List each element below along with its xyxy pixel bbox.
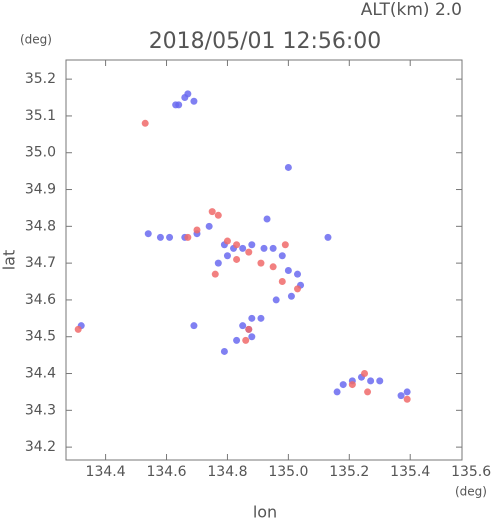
radar-echo [245, 325, 253, 333]
radar-echo [263, 215, 271, 223]
radar-echo [172, 101, 180, 109]
radar-echo [284, 266, 292, 274]
radar-echo [376, 377, 384, 385]
radar-echo [397, 392, 405, 400]
radar-echo [193, 226, 201, 234]
radar-echo [281, 241, 289, 249]
radar-echo [248, 314, 256, 322]
radar-echo [333, 388, 341, 396]
radar-echo [233, 241, 241, 249]
radar-echo [223, 237, 231, 245]
y-tick-label: 35.2 [25, 71, 56, 87]
radar-echo [248, 333, 256, 341]
radar-echo [269, 263, 277, 271]
radar-echo [214, 259, 222, 267]
radar-echo [190, 322, 198, 330]
radar-echo [245, 248, 253, 256]
radar-echo [403, 395, 411, 403]
radar-echo [239, 322, 247, 330]
radar-echo [184, 233, 192, 241]
radar-echo [242, 336, 250, 344]
chart-title: 2018/05/01 12:56:00 [149, 29, 382, 54]
radar-echo [223, 252, 231, 260]
radar-echo [269, 244, 277, 252]
altitude-label: ALT(km) 2.0 [361, 0, 462, 20]
radar-echo [141, 119, 149, 127]
radar-echo [233, 336, 241, 344]
radar-echo [324, 233, 332, 241]
radar-echo [339, 381, 347, 389]
radar-echo [166, 233, 174, 241]
radar-echo [156, 233, 164, 241]
plot-frame [65, 59, 463, 461]
radar-echo [287, 292, 295, 300]
y-tick-label: 34.3 [25, 402, 56, 418]
x-axis-label: lon [253, 503, 277, 522]
radar-echo [239, 244, 247, 252]
x-tick-label: 135.6 [451, 464, 491, 480]
x-tick-label: 134.8 [207, 464, 247, 480]
x-tick-label: 135.0 [268, 464, 308, 480]
y-tick-label: 34.4 [25, 366, 56, 382]
y-tick-label: 34.7 [25, 255, 56, 271]
radar-echo [190, 97, 198, 105]
radar-echo [257, 259, 265, 267]
y-tick-label: 34.9 [25, 182, 56, 198]
y-tick-label: 35.1 [25, 108, 56, 124]
radar-echo [220, 347, 228, 355]
radar-echo [367, 377, 375, 385]
radar-echo [257, 314, 265, 322]
radar-echo [278, 252, 286, 260]
x-unit: (deg) [455, 485, 487, 499]
radar-echo [294, 270, 302, 278]
radar-echo [144, 230, 152, 238]
radar-echo [205, 222, 213, 230]
radar-echo [403, 388, 411, 396]
radar-echo [284, 163, 292, 171]
radar-echo [233, 255, 241, 263]
x-tick-label: 135.4 [390, 464, 430, 480]
radar-echo [184, 90, 192, 98]
radar-echo [74, 325, 82, 333]
y-tick-label: 34.5 [25, 329, 56, 345]
x-tick-label: 135.2 [329, 464, 369, 480]
radar-echo [208, 208, 216, 216]
x-tick-label: 134.4 [86, 464, 126, 480]
radar-echo [364, 388, 372, 396]
radar-echo [214, 211, 222, 219]
y-tick-label: 34.6 [25, 292, 56, 308]
x-tick-label: 134.6 [146, 464, 186, 480]
radar-echo [272, 296, 280, 304]
y-tick-label: 34.8 [25, 218, 56, 234]
radar-echo [260, 244, 268, 252]
y-unit: (deg) [20, 33, 52, 47]
radar-echo [294, 285, 302, 293]
y-axis-label: lat [0, 250, 19, 271]
radar-echo [278, 278, 286, 286]
radar-echo [361, 370, 369, 378]
y-tick-label: 35.0 [25, 145, 56, 161]
y-tick-label: 34.2 [25, 439, 56, 455]
radar-echo [248, 241, 256, 249]
radar-echo [211, 270, 219, 278]
radar-echo [348, 381, 356, 389]
